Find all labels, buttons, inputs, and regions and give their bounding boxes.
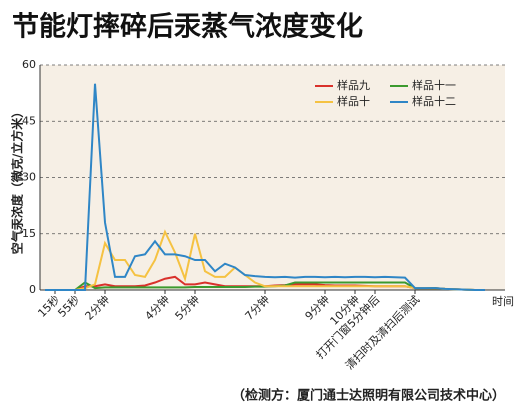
x-axis-label: 时间 (492, 295, 514, 308)
x-tick-label: 55秒 (55, 292, 83, 320)
series-line (45, 229, 485, 291)
x-tick-label: 5分钟 (172, 292, 202, 322)
x-tick-label: 15秒 (35, 292, 63, 320)
y-tick-label: 0 (29, 283, 36, 296)
plot-area (40, 65, 505, 290)
y-tick-label: 60 (22, 58, 36, 71)
footnote: （检测方：厦门通士达照明有限公司技术中心） (232, 388, 505, 404)
y-tick-label: 30 (22, 171, 36, 184)
x-tick-label: 4分钟 (142, 292, 172, 322)
legend-label: 样品十二 (412, 94, 456, 108)
y-tick-label: 15 (22, 227, 36, 240)
y-axis-label: 空气汞浓度（微克/立方米） (10, 106, 25, 254)
legend-label: 样品十 (337, 94, 370, 108)
legend-label: 样品十一 (412, 78, 456, 92)
chart-title: 节能灯摔碎后汞蒸气浓度变化 (12, 11, 363, 43)
legend-label: 样品九 (337, 78, 370, 92)
y-tick-label: 45 (22, 114, 36, 127)
series-line (45, 83, 485, 291)
x-tick-label: 7分钟 (242, 292, 272, 322)
x-tick-label: 2分钟 (82, 292, 112, 322)
